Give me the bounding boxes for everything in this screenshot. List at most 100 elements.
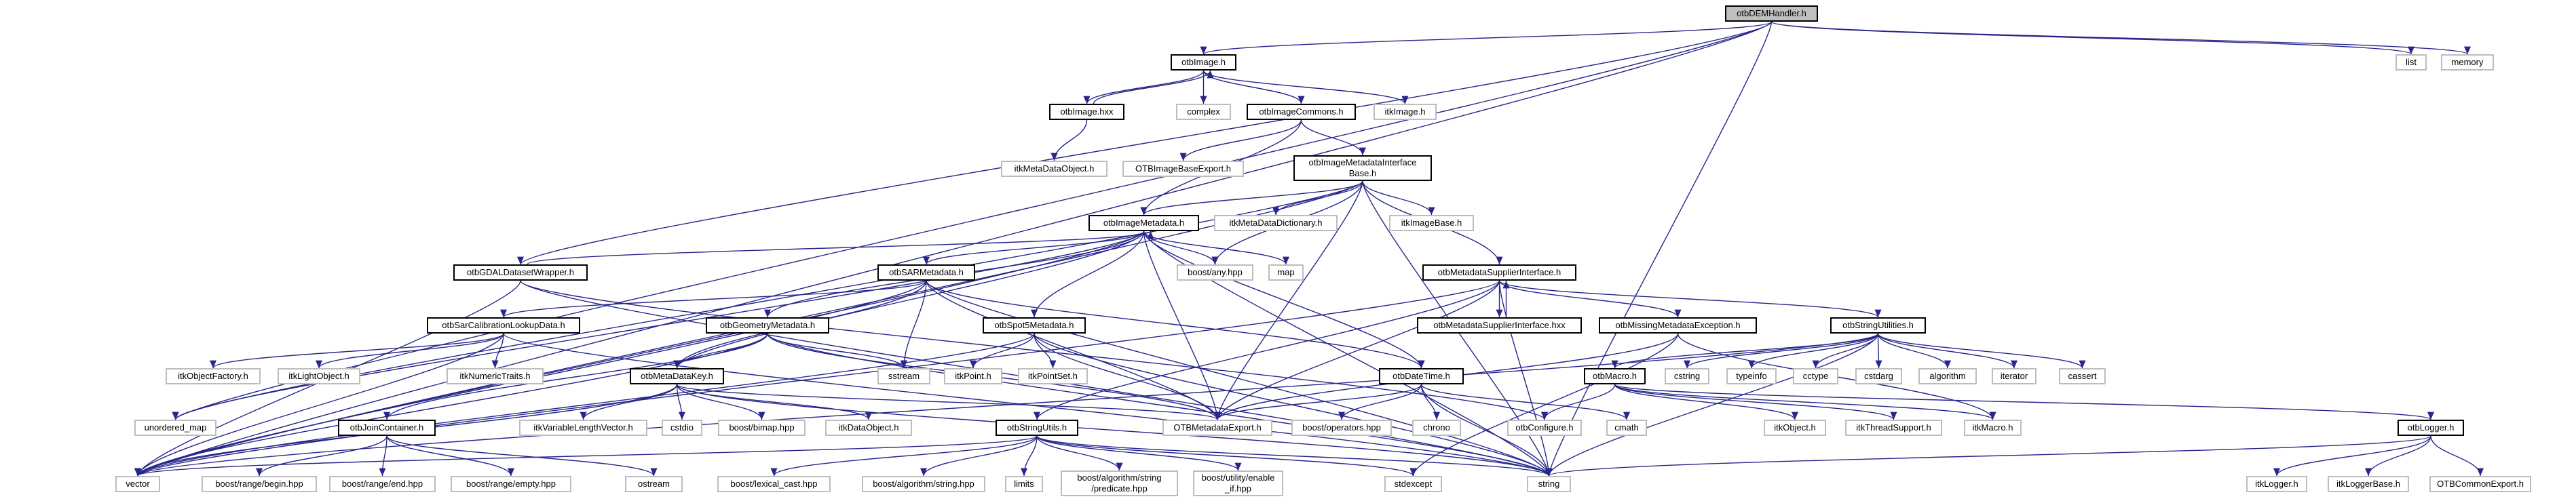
node-missingmetadataexc[interactable]: otbMissingMetadataException.h (1599, 317, 1757, 334)
node-iterator: iterator (1992, 368, 2037, 384)
node-label: cassert (2068, 371, 2097, 382)
node-spot5metadata[interactable]: otbSpot5Metadata.h (983, 317, 1086, 334)
node-otbimagebaseexport: OTBImageBaseExport.h (1122, 161, 1244, 177)
edge-geometrymetadata--vector (134, 333, 768, 477)
edge-stringutils--boostlexicalcast (770, 435, 1038, 477)
node-geometrymetadata[interactable]: otbGeometryMetadata.h (706, 317, 829, 334)
node-label: itkObject.h (1774, 422, 1816, 433)
node-label: OTBMetadataExport.h (1173, 422, 1262, 433)
edge-imagemetadata--unorderedmap (172, 231, 1145, 420)
node-label: cctype (1802, 371, 1829, 382)
edge-imagemetadata--vector (134, 231, 1145, 477)
edge-otbmacro--itkobject (1614, 384, 1798, 420)
edge-sarmetadata--datetime (926, 280, 1425, 369)
node-itkpointset: itkPointSet.h (1018, 368, 1088, 384)
edge-joincontainer--ostream (386, 435, 658, 477)
node-metadatasupplierhxx[interactable]: otbMetadataSupplierInterface.hxx (1417, 317, 1582, 334)
node-label: itkMacro.h (1972, 422, 2013, 433)
edge-stringutilities--cassert (1877, 333, 2086, 369)
node-itkmetadatadictionary: itkMetaDataDictionary.h (1214, 215, 1338, 231)
node-otbconfigure: otbConfigure.h (1507, 420, 1582, 436)
node-itkmetadataobject: itkMetaDataObject.h (1001, 161, 1107, 177)
edge-otblogger--otbcommonexport (2430, 435, 2484, 477)
edge-image--imagehxx (1083, 70, 1205, 104)
node-label: itkDataObject.h (838, 422, 899, 433)
node-gdalwrapper[interactable]: otbGDALDatasetWrapper.h (453, 264, 588, 281)
node-label: boost/range/empty.hpp (466, 479, 556, 489)
node-sarcaliblookup[interactable]: otbSarCalibrationLookupData.h (427, 317, 580, 334)
edge-demhandler--image (1200, 21, 1773, 55)
edge-imagemetainterfacebase--imagemetadata (1140, 180, 1363, 216)
node-metadatasupplier[interactable]: otbMetadataSupplierInterface.h (1422, 264, 1576, 281)
edge-otblogger--string (1546, 435, 2431, 477)
node-imagemetadata[interactable]: otbImageMetadata.h (1088, 215, 1199, 231)
edge-geometrymetadata--sstream (767, 333, 907, 369)
edge-stringutils--string (1036, 435, 1553, 477)
node-otbmacro[interactable]: otbMacro.h (1584, 368, 1646, 384)
node-label: cstdio (670, 422, 694, 433)
node-itkimage: itkImage.h (1374, 104, 1437, 120)
node-label: otbDateTime.h (1393, 371, 1450, 382)
node-boostbimap: boost/bimap.hpp (718, 420, 806, 436)
node-label: otbSarCalibrationLookupData.h (442, 320, 565, 331)
node-label: boost/range/begin.hpp (215, 479, 303, 489)
node-label: otbImage.hxx (1060, 106, 1114, 117)
edge-gdalwrapper--otbconfigure (520, 280, 1548, 420)
edge-metadatakey--otbmetadataexport (676, 384, 1221, 420)
edge-image--itkimage (1202, 70, 1409, 104)
node-label: cmath (1614, 422, 1639, 433)
node-image[interactable]: otbImage.h (1171, 54, 1236, 71)
edge-sarcaliblookup--itklightobject (316, 333, 504, 369)
node-memory: memory (2441, 54, 2494, 71)
edge-imagemetadata--sarmetadata (923, 231, 1145, 265)
node-datetime[interactable]: otbDateTime.h (1379, 368, 1464, 384)
node-label: otbSpot5Metadata.h (994, 320, 1074, 331)
node-label: map (1277, 267, 1295, 278)
node-imagehxx[interactable]: otbImage.hxx (1049, 104, 1124, 120)
node-stringutilities[interactable]: otbStringUtilities.h (1830, 317, 1926, 334)
edge-otblogger--itkloggerbase (2364, 435, 2431, 477)
node-imagecommons[interactable]: otbImageCommons.h (1247, 104, 1356, 120)
node-label: memory (2451, 57, 2484, 68)
node-sarmetadata[interactable]: otbSARMetadata.h (877, 264, 975, 281)
node-label: stdexcept (1394, 479, 1433, 489)
node-metadatakey[interactable]: otbMetaDataKey.h (630, 368, 724, 384)
edge-otbmacro--otbconfigure (1541, 384, 1616, 420)
edge-imagecommons--imagemetainterfacebase (1300, 119, 1366, 156)
node-chrono: chrono (1412, 420, 1461, 436)
edge-image--imagecommons (1202, 70, 1305, 104)
edge-spot5metadata--vector (134, 333, 1035, 477)
node-label: list (2406, 57, 2417, 68)
node-boostany: boost/any.hpp (1177, 264, 1253, 281)
edge-stringutilities--otbmacro (1611, 333, 1879, 369)
node-boostalgostringpredicate: boost/algorithm/string /predicate.hpp (1061, 470, 1178, 496)
node-label: itkThreadSupport.h (1856, 422, 1931, 433)
node-label: otbImageMetadataInterface Base.h (1308, 157, 1417, 178)
node-label: itkObjectFactory.h (178, 371, 248, 382)
edge-metadatasupplier--missingmetadataexc (1498, 280, 1682, 318)
node-stringutils[interactable]: otbStringUtils.h (996, 420, 1078, 436)
node-label: otbConfigure.h (1515, 422, 1574, 433)
node-map: map (1268, 264, 1304, 281)
node-itkobjectfactory: itkObjectFactory.h (166, 368, 261, 384)
edge-imagemetainterfacebase--otbmetadataexport (1214, 180, 1363, 420)
edge-demhandler--list (1770, 21, 2414, 55)
node-label: otbMacro.h (1592, 371, 1637, 382)
node-imagemetainterfacebase[interactable]: otbImageMetadataInterface Base.h (1293, 155, 1432, 181)
node-label: chrono (1423, 422, 1450, 433)
edge-metadatakey--string (676, 384, 1553, 477)
edge-stringutilities--cstring (1684, 333, 1879, 369)
node-cmath: cmath (1606, 420, 1647, 436)
node-ostream: ostream (625, 476, 683, 492)
node-sstream: sstream (877, 368, 930, 384)
node-label: boost/lexical_cast.hpp (730, 479, 818, 489)
node-label: itkNumericTraits.h (459, 371, 531, 382)
node-joincontainer[interactable]: otbJoinContainer.h (338, 420, 436, 436)
node-label: otbMetadataSupplierInterface.hxx (1433, 320, 1566, 331)
node-label: algorithm (1929, 371, 1966, 382)
node-string: string (1527, 476, 1571, 492)
node-itkobject: itkObject.h (1764, 420, 1826, 436)
node-otblogger[interactable]: otbLogger.h (2398, 420, 2464, 436)
edge-sarcaliblookup--itkobjectfactory (210, 333, 504, 369)
node-label: cstdarg (1864, 371, 1893, 382)
